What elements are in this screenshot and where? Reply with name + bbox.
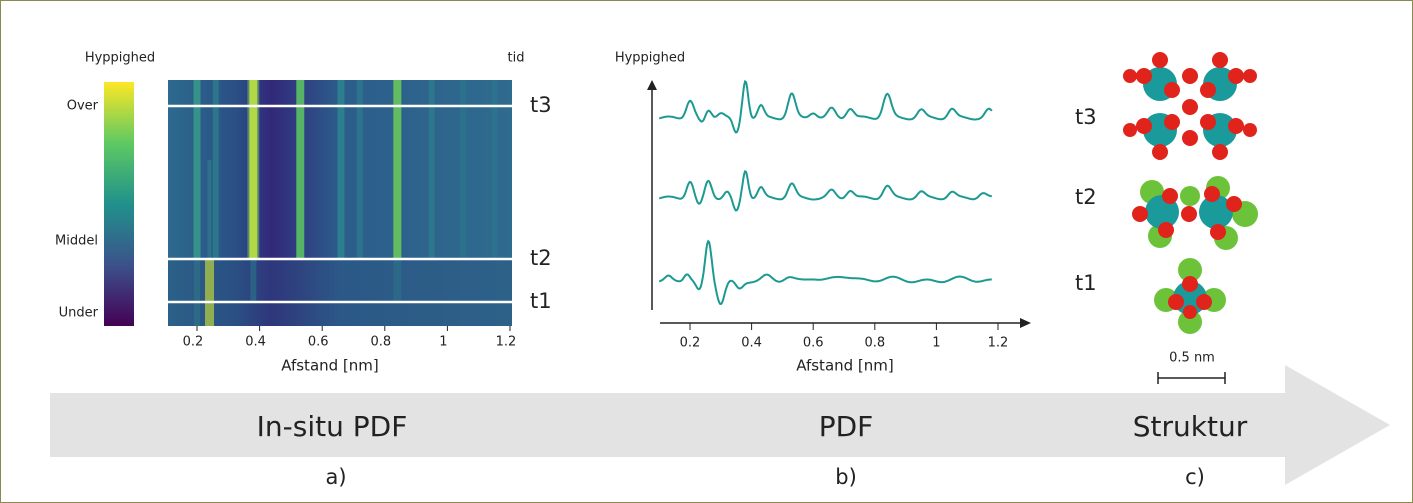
x-tick-label: 0.4 [741,336,762,351]
curve-label: t1 [1075,271,1097,295]
axis-arrowhead [1020,318,1031,328]
curve-label: t3 [1075,105,1097,129]
time-marker: t2 [530,246,552,270]
heatmap-stripe [428,80,435,259]
stage-label: PDF [819,410,874,443]
x-tick-label: 0.6 [308,335,329,350]
x-axis-label: Afstand [nm] [281,357,379,375]
axis-arrowhead [647,80,657,90]
heatmap-stripe [491,80,498,259]
colorbar-label: Middel [55,234,98,249]
heatmap-stripe [193,80,201,259]
colorbar-label: Over [67,99,99,114]
heatmap-stripe [207,160,212,259]
colorbar-label: Under [59,306,99,321]
pdf-curve [658,79,993,134]
x-tick-label: 0.6 [803,336,824,351]
process-arrow [50,365,1390,485]
stage-label: In-situ PDF [257,410,408,443]
heatmap-stripe [393,259,402,302]
heatmap-stripe [212,80,219,259]
scale-bar-label: 0.5 nm [1169,351,1215,366]
structure-t2 [1132,176,1258,250]
heatmap-stripe [205,259,215,326]
heatmap-stripe [460,80,467,259]
heatmap-stripe [250,259,257,302]
panel-label: a) [325,465,346,489]
time-axis-label: tid [508,51,525,66]
x-tick-label: 0.8 [370,335,391,350]
panel-label: c) [1185,465,1205,489]
heatmap-stripe [247,80,260,259]
x-tick-label: 0.4 [245,335,266,350]
x-axis-label: Afstand [nm] [796,357,894,375]
pdf-curve [658,239,992,306]
heatmap-stripe [393,80,402,259]
x-tick-label: 0.8 [864,336,885,351]
scale-bar [1157,372,1226,384]
heatmap-stripe [194,259,200,326]
colorbar-title: Hyppighed [85,51,155,66]
time-marker: t3 [530,93,552,117]
pdf-curve [658,169,993,212]
stage-label: Struktur [1133,410,1248,443]
colorbar [104,82,134,326]
x-tick-label: 1 [439,335,447,350]
y-axis-label: Hyppighed [615,51,685,66]
x-tick-label: 0.2 [183,335,204,350]
heatmap-dark-band [168,259,512,326]
heatmap-stripe [296,80,305,259]
x-tick-label: 1 [932,336,940,351]
heatmap [168,80,512,326]
curve-label: t2 [1075,185,1097,209]
x-tick-label: 1.2 [988,336,1009,351]
heatmap-stripe [337,80,345,259]
x-tick-label: 0.2 [680,336,701,351]
heatmap-stripe [356,80,363,259]
time-marker: t1 [530,289,552,313]
structure-t3 [1123,52,1257,160]
structure-t1 [1154,258,1226,334]
panel-label: b) [835,465,857,489]
x-tick-label: 1.2 [496,335,517,350]
